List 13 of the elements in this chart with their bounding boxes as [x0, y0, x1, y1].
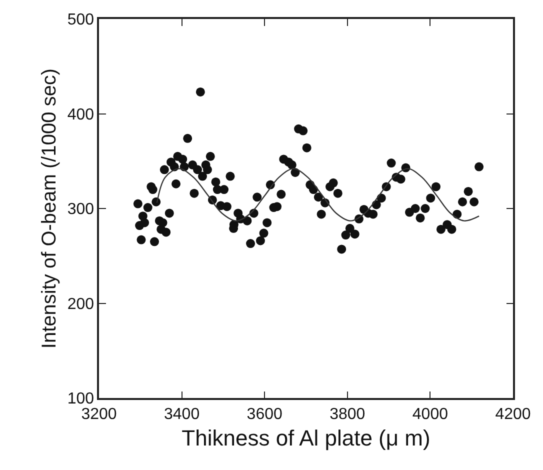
x-tick-label: 4000: [412, 406, 448, 423]
x-tick-label: 3400: [164, 406, 200, 423]
x-tick-label: 3200: [81, 406, 117, 423]
y-tick-label: 200: [67, 296, 94, 313]
y-tick-label: 400: [67, 106, 94, 124]
y-axis-title: Intensity of O-beam (/1000 sec): [38, 68, 60, 349]
x-tick-label: 3800: [330, 406, 366, 423]
y-tick-label: 300: [67, 201, 94, 218]
x-tick-label: 4200: [495, 406, 531, 423]
y-tick-label: 100: [67, 390, 94, 408]
x-tick-label: 3600: [246, 406, 282, 423]
x-axis-title: Thikness of Al plate (μ m): [182, 425, 430, 450]
y-tick-label: 500: [67, 12, 94, 29]
